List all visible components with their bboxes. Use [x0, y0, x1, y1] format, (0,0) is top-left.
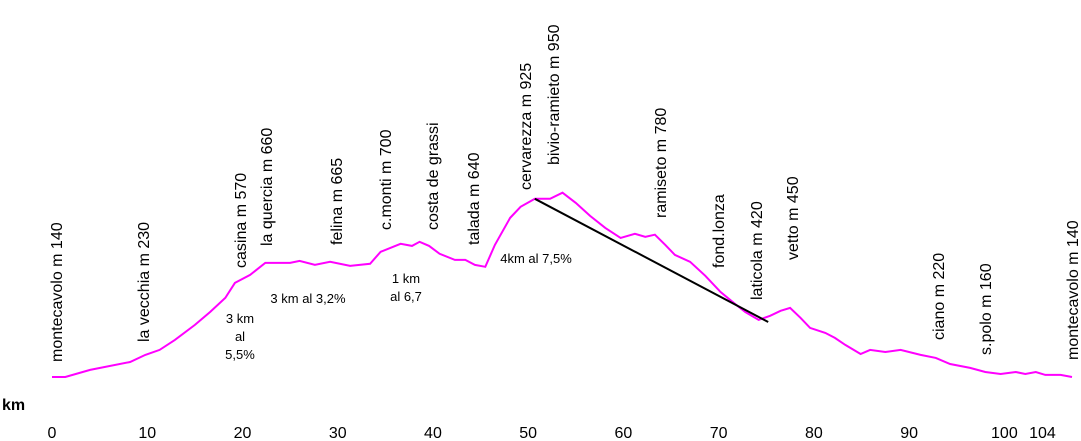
x-tick-label: 80	[805, 425, 823, 441]
x-tick-label: 100	[991, 425, 1018, 441]
place-label: ramiseto m 780	[653, 108, 670, 218]
x-tick-label: 50	[519, 425, 537, 441]
place-label: la vecchia m 230	[136, 222, 153, 342]
x-tick-label: 104	[1029, 425, 1056, 441]
x-tick-label: 0	[48, 425, 57, 441]
place-label: fond.lonza	[711, 194, 728, 268]
place-label: la quercia m 660	[259, 128, 276, 246]
place-label: casina m 570	[233, 173, 250, 268]
place-label: c.monti m 700	[378, 129, 395, 230]
place-label: talada m 640	[466, 152, 483, 245]
place-label: costa de grassi	[425, 122, 442, 230]
annotation: 3 km	[226, 311, 254, 326]
place-label: s.polo m 160	[978, 263, 995, 355]
annotation: al 6,7	[390, 289, 422, 304]
x-tick-label: 30	[329, 425, 347, 441]
place-label: ciano m 220	[931, 253, 948, 340]
x-tick-label: 10	[138, 425, 156, 441]
slope-line	[534, 197, 769, 323]
place-label: vetto m 450	[785, 176, 802, 260]
elevation-line	[52, 191, 1073, 378]
annotation: 5,5%	[225, 347, 255, 362]
x-tick-label: 40	[424, 425, 442, 441]
place-label: felina m 665	[329, 158, 346, 245]
annotation: 3 km al 3,2%	[270, 291, 346, 306]
annotation: 1 km	[392, 271, 420, 286]
place-label: bivio-ramieto m 950	[546, 24, 563, 165]
place-label: montecavolo m 140	[49, 222, 66, 362]
place-label: montecavolo m 140	[1065, 220, 1081, 360]
place-label: cervarezza m 925	[518, 63, 535, 190]
x-tick-label: 90	[900, 425, 918, 441]
annotation: 4km al 7,5%	[500, 251, 572, 266]
x-tick-label: 20	[234, 425, 252, 441]
annotation: al	[235, 329, 245, 344]
x-tick-label: 70	[710, 425, 728, 441]
x-tick-label: 60	[615, 425, 633, 441]
place-label: laticola m 420	[749, 201, 766, 300]
x-axis-label: km	[2, 397, 25, 414]
